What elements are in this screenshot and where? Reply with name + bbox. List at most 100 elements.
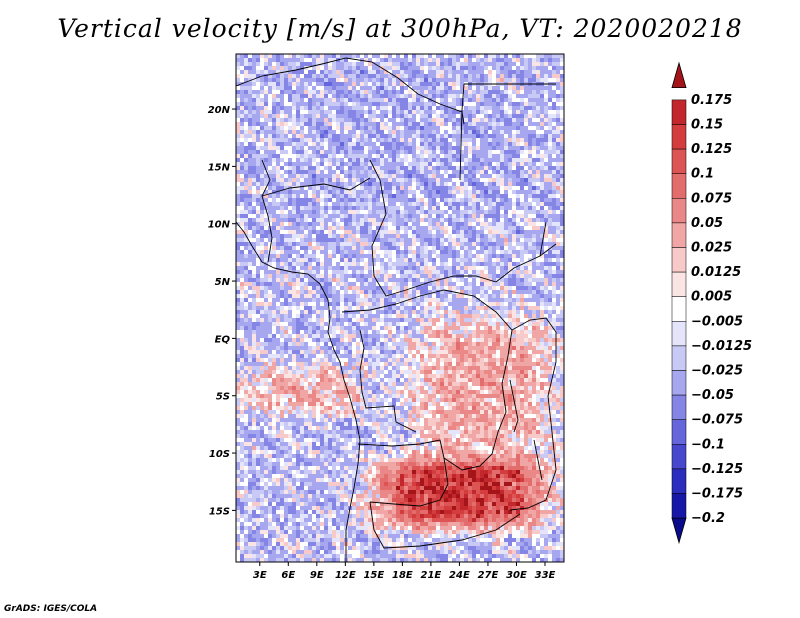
field-cell xyxy=(308,238,313,243)
field-cell xyxy=(312,242,317,247)
field-cell xyxy=(524,222,529,227)
field-cell xyxy=(524,246,529,251)
field-cell xyxy=(476,150,481,155)
field-cell xyxy=(480,242,485,247)
field-cell xyxy=(468,78,473,83)
field-cell xyxy=(356,150,361,155)
field-cell xyxy=(452,134,457,139)
field-cell xyxy=(348,266,353,271)
field-cell xyxy=(380,166,385,171)
field-cell xyxy=(376,150,381,155)
field-cell xyxy=(512,290,517,295)
field-cell xyxy=(252,194,257,199)
field-cell xyxy=(340,194,345,199)
field-cell xyxy=(456,126,461,131)
field-cell xyxy=(356,202,361,207)
field-cell xyxy=(476,198,481,203)
field-cell xyxy=(420,90,425,95)
field-cell xyxy=(460,214,465,219)
field-cell xyxy=(496,234,501,239)
field-cell xyxy=(540,214,545,219)
field-cell xyxy=(292,122,297,127)
field-cell xyxy=(468,94,473,99)
field-cell xyxy=(304,266,309,271)
field-cell xyxy=(340,158,345,163)
field-cell xyxy=(336,214,341,219)
field-cell xyxy=(500,142,505,147)
field-cell xyxy=(280,98,285,103)
field-cell xyxy=(396,134,401,139)
field-cell xyxy=(304,238,309,243)
field-cell xyxy=(472,110,477,115)
field-cell xyxy=(344,102,349,107)
field-cell xyxy=(352,206,357,211)
field-cell xyxy=(352,278,357,283)
field-cell xyxy=(280,62,285,67)
field-cell xyxy=(548,138,553,143)
field-cell xyxy=(432,170,437,175)
field-cell xyxy=(488,70,493,75)
field-cell xyxy=(256,222,261,227)
field-cell xyxy=(544,246,549,251)
field-cell xyxy=(460,58,465,63)
field-cell xyxy=(516,146,521,151)
field-cell xyxy=(544,62,549,67)
field-cell xyxy=(516,182,521,187)
field-cell xyxy=(452,214,457,219)
field-cell xyxy=(356,258,361,263)
field-cell xyxy=(468,134,473,139)
field-cell xyxy=(320,86,325,91)
field-cell xyxy=(244,94,249,99)
field-cell xyxy=(416,146,421,151)
field-cell xyxy=(540,58,545,63)
field-cell xyxy=(464,106,469,111)
field-cell xyxy=(324,154,329,159)
field-cell xyxy=(256,82,261,87)
field-cell xyxy=(460,190,465,195)
field-cell xyxy=(448,146,453,151)
field-cell xyxy=(544,166,549,171)
field-cell xyxy=(540,90,545,95)
field-cell xyxy=(496,70,501,75)
field-cell xyxy=(476,90,481,95)
field-cell xyxy=(476,270,481,275)
field-cell xyxy=(256,142,261,147)
field-cell xyxy=(396,150,401,155)
field-cell xyxy=(272,290,277,295)
field-cell xyxy=(536,170,541,175)
field-cell xyxy=(256,282,261,287)
field-cell xyxy=(304,222,309,227)
field-cell xyxy=(424,230,429,235)
field-cell xyxy=(260,274,265,279)
field-cell xyxy=(392,178,397,183)
field-cell xyxy=(372,158,377,163)
field-cell xyxy=(432,258,437,263)
field-cell xyxy=(436,114,441,119)
field-cell xyxy=(480,198,485,203)
field-cell xyxy=(380,278,385,283)
field-cell xyxy=(496,282,501,287)
field-cell xyxy=(308,162,313,167)
field-cell xyxy=(508,198,513,203)
field-cell xyxy=(340,290,345,295)
field-cell xyxy=(360,202,365,207)
field-cell xyxy=(388,90,393,95)
field-cell xyxy=(380,178,385,183)
field-cell xyxy=(312,158,317,163)
field-cell xyxy=(336,158,341,163)
field-cell xyxy=(244,70,249,75)
field-cell xyxy=(412,226,417,231)
field-cell xyxy=(440,290,445,295)
field-cell xyxy=(308,178,313,183)
field-cell xyxy=(516,230,521,235)
field-cell xyxy=(512,230,517,235)
field-cell xyxy=(496,94,501,99)
field-cell xyxy=(320,66,325,71)
field-cell xyxy=(260,230,265,235)
field-cell xyxy=(512,218,517,223)
field-cell xyxy=(436,218,441,223)
field-cell xyxy=(252,122,257,127)
field-cell xyxy=(340,134,345,139)
field-cell xyxy=(416,270,421,275)
field-cell xyxy=(540,158,545,163)
